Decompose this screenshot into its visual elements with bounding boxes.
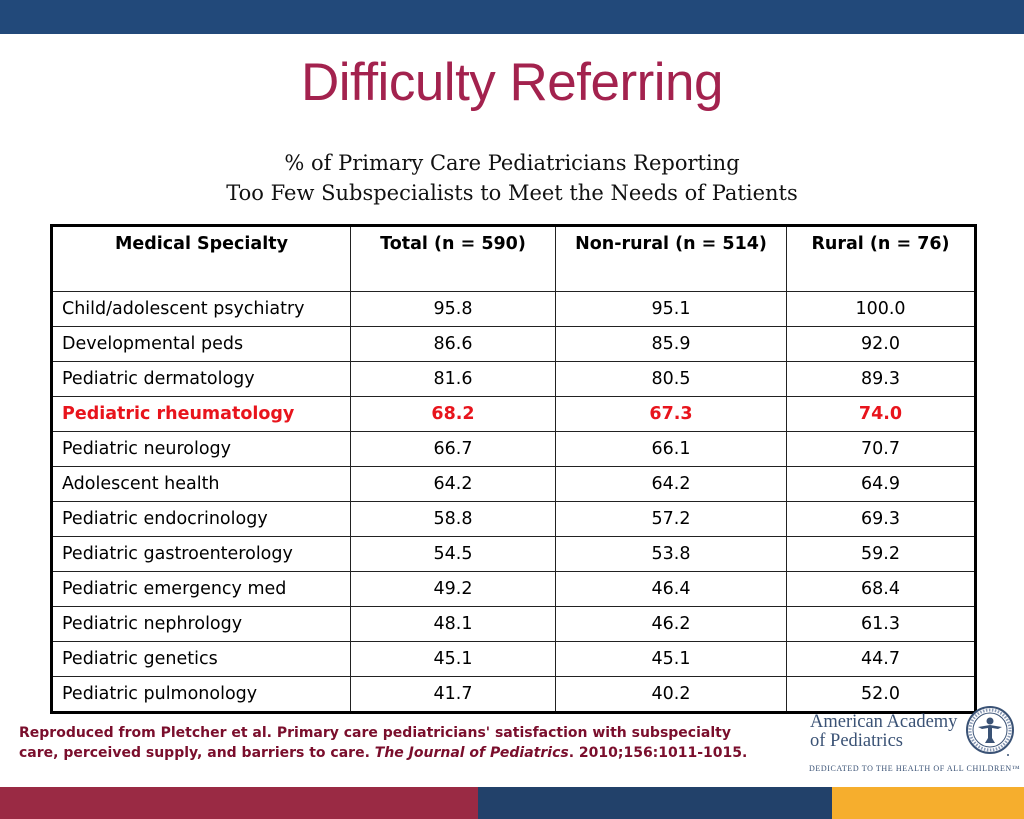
table-row: Pediatric gastroenterology 54.5 53.8 59.2 [51, 536, 976, 572]
table-row: Pediatric nephrology 48.1 46.2 61.3 [51, 606, 976, 642]
table-header-row: Medical Specialty Total (n = 590) Non-ru… [51, 225, 976, 292]
cell-total: 54.5 [350, 536, 556, 572]
footer-band-gold [832, 787, 1024, 819]
header-medical-specialty: Medical Specialty [51, 225, 351, 292]
footer-band-blue [478, 787, 832, 819]
cell-rural: 89.3 [786, 361, 976, 397]
citation-reference: . 2010;156:1011-1015. [568, 745, 748, 761]
table-body: Child/adolescent psychiatry 95.8 95.1 100.0… [51, 291, 976, 713]
journal-name: The Journal of Pediatrics [374, 745, 569, 761]
slide-subtitle: % of Primary Care Pediatricians Reportin… [0, 148, 1024, 208]
cell-specialty: Adolescent health [51, 466, 351, 502]
cell-specialty: Pediatric pulmonology [51, 676, 351, 713]
cell-rural: 44.7 [786, 641, 976, 677]
cell-nonrural: 53.8 [555, 536, 787, 572]
cell-rural: 74.0 [786, 396, 976, 432]
table-row: Adolescent health 64.2 64.2 64.9 [51, 466, 976, 502]
cell-total: 81.6 [350, 361, 556, 397]
aap-logo: American Academy of Pediatrics DEDICATED… [806, 703, 1024, 779]
cell-total: 64.2 [350, 466, 556, 502]
specialty-table: Medical Specialty Total (n = 590) Non-ru… [50, 224, 977, 714]
cell-total: 48.1 [350, 606, 556, 642]
header-rural: Rural (n = 76) [786, 225, 976, 292]
cell-specialty: Pediatric nephrology [51, 606, 351, 642]
aap-name-line-2: of Pediatrics [810, 731, 903, 751]
cell-rural: 100.0 [786, 291, 976, 327]
table-row: Developmental peds 86.6 85.9 92.0 [51, 326, 976, 362]
cell-nonrural: 57.2 [555, 501, 787, 537]
cell-total: 68.2 [350, 396, 556, 432]
header-total: Total (n = 590) [350, 225, 556, 292]
cell-nonrural: 46.4 [555, 571, 787, 607]
cell-nonrural: 46.2 [555, 606, 787, 642]
cell-rural: 64.9 [786, 466, 976, 502]
table-row: Pediatric genetics 45.1 45.1 44.7 [51, 641, 976, 677]
citation-line-1: Reproduced from Pletcher et al. Primary … [19, 725, 731, 741]
top-header-band [0, 0, 1024, 34]
aap-name: American Academy of Pediatrics [810, 713, 957, 751]
aap-name-line-1: American Academy [810, 712, 958, 732]
footer-band-red [0, 787, 478, 819]
cell-nonrural: 40.2 [555, 676, 787, 713]
cell-rural: 52.0 [786, 676, 976, 713]
cell-total: 41.7 [350, 676, 556, 713]
cell-rural: 61.3 [786, 606, 976, 642]
cell-nonrural: 64.2 [555, 466, 787, 502]
cell-nonrural: 80.5 [555, 361, 787, 397]
cell-specialty: Pediatric genetics [51, 641, 351, 677]
cell-rural: 69.3 [786, 501, 976, 537]
citation-line-2: care, perceived supply, and barriers to … [19, 743, 819, 763]
cell-specialty: Developmental peds [51, 326, 351, 362]
subtitle-line-1: % of Primary Care Pediatricians Reportin… [284, 151, 740, 175]
header-nonrural: Non-rural (n = 514) [555, 225, 787, 292]
table-row: Pediatric neurology 66.7 66.1 70.7 [51, 431, 976, 467]
cell-nonrural: 85.9 [555, 326, 787, 362]
table-row: Child/adolescent psychiatry 95.8 95.1 100.0 [51, 291, 976, 327]
cell-specialty: Pediatric rheumatology [51, 396, 351, 432]
cell-nonrural: 66.1 [555, 431, 787, 467]
cell-specialty: Pediatric gastroenterology [51, 536, 351, 572]
cell-total: 66.7 [350, 431, 556, 467]
slide-title: Difficulty Referring [301, 53, 724, 112]
cell-total: 86.6 [350, 326, 556, 362]
citation: Reproduced from Pletcher et al. Primary … [19, 723, 819, 763]
cell-total: 58.8 [350, 501, 556, 537]
aap-tagline: DEDICATED TO THE HEALTH OF ALL CHILDREN™ [809, 764, 1021, 773]
cell-specialty: Child/adolescent psychiatry [51, 291, 351, 327]
table-row: Pediatric pulmonology 41.7 40.2 52.0 [51, 676, 976, 713]
cell-rural: 92.0 [786, 326, 976, 362]
cell-rural: 59.2 [786, 536, 976, 572]
cell-total: 95.8 [350, 291, 556, 327]
cell-rural: 70.7 [786, 431, 976, 467]
subtitle-line-2: Too Few Subspecialists to Meet the Needs… [226, 181, 798, 205]
cell-nonrural: 95.1 [555, 291, 787, 327]
cell-nonrural: 67.3 [555, 396, 787, 432]
cell-total: 49.2 [350, 571, 556, 607]
table-row: Pediatric emergency med 49.2 46.4 68.4 [51, 571, 976, 607]
cell-specialty: Pediatric emergency med [51, 571, 351, 607]
cell-specialty: Pediatric neurology [51, 431, 351, 467]
citation-text: care, perceived supply, and barriers to … [19, 745, 375, 761]
cell-nonrural: 45.1 [555, 641, 787, 677]
table-row: Pediatric dermatology 81.6 80.5 89.3 [51, 361, 976, 397]
cell-specialty: Pediatric endocrinology [51, 501, 351, 537]
cell-rural: 68.4 [786, 571, 976, 607]
aap-seal-icon [966, 706, 1014, 756]
cell-specialty: Pediatric dermatology [51, 361, 351, 397]
table-row: Pediatric endocrinology 58.8 57.2 69.3 [51, 501, 976, 537]
cell-total: 45.1 [350, 641, 556, 677]
table-row: Pediatric rheumatology 68.2 67.3 74.0 [51, 396, 976, 432]
